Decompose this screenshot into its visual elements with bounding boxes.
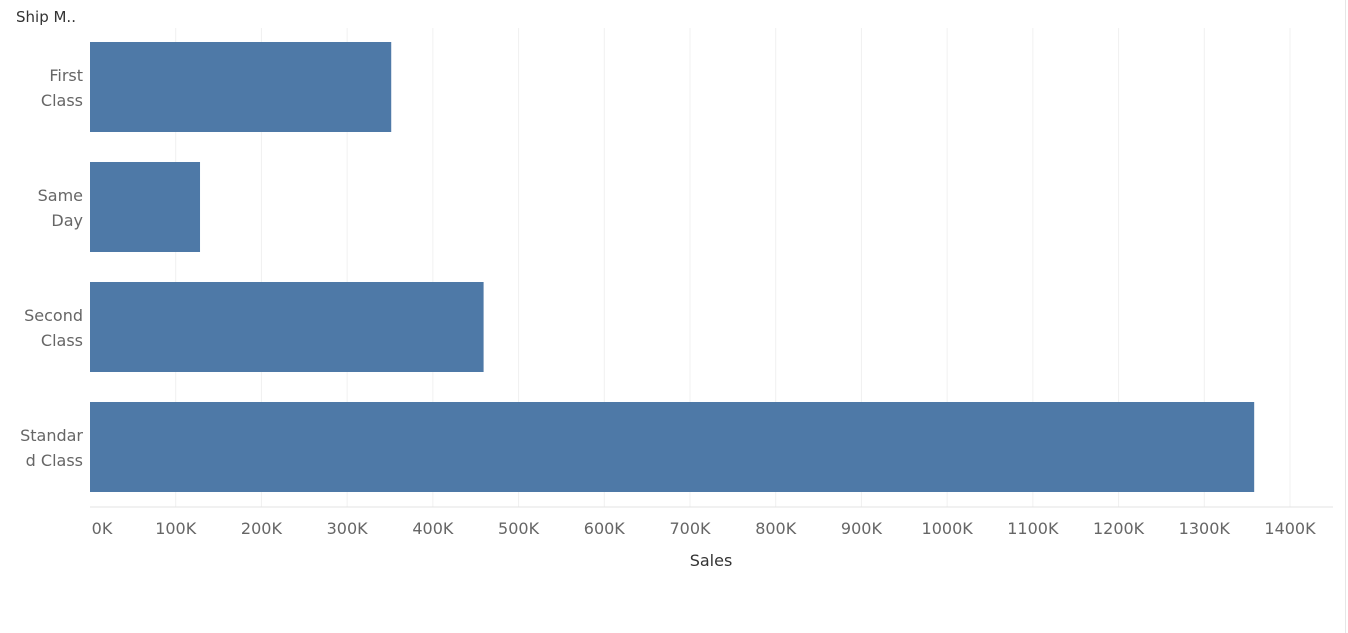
bar[interactable] (90, 282, 484, 372)
x-tick-label: 1200K (1093, 519, 1145, 538)
x-tick-label: 200K (241, 519, 283, 538)
category-label: Second Class (24, 306, 83, 350)
bar[interactable] (90, 402, 1255, 492)
category-label: First Class (41, 66, 83, 110)
category-label: Same Day (38, 186, 83, 230)
x-axis-title: Sales (690, 551, 733, 570)
x-tick-label: 600K (584, 519, 626, 538)
x-tick-label: 800K (755, 519, 797, 538)
pane-border (1345, 0, 1346, 633)
x-tick-label: 100K (155, 519, 197, 538)
bars (90, 42, 1255, 492)
x-tick-label: 900K (841, 519, 883, 538)
x-tick-labels: 0K 100K 200K 300K 400K 500K 600K 700K 800K 900K 10… (92, 519, 1316, 538)
x-tick-label: 1000K (922, 519, 974, 538)
x-tick-label: 1400K (1264, 519, 1316, 538)
x-tick-label: 400K (412, 519, 454, 538)
x-tick-label: 1300K (1179, 519, 1231, 538)
category-label: Standar d Class (20, 426, 83, 470)
x-tick-label: 1100K (1007, 519, 1059, 538)
bar[interactable] (90, 42, 392, 132)
x-tick-label: 700K (669, 519, 711, 538)
x-tick-label: 0K (92, 519, 113, 538)
category-labels: First Class Same Day Second Class Standar d Cla… (20, 66, 83, 470)
bar[interactable] (90, 162, 201, 252)
x-tick-label: 300K (327, 519, 369, 538)
row-header-label: Ship M.. (16, 8, 76, 26)
x-tick-label: 500K (498, 519, 540, 538)
